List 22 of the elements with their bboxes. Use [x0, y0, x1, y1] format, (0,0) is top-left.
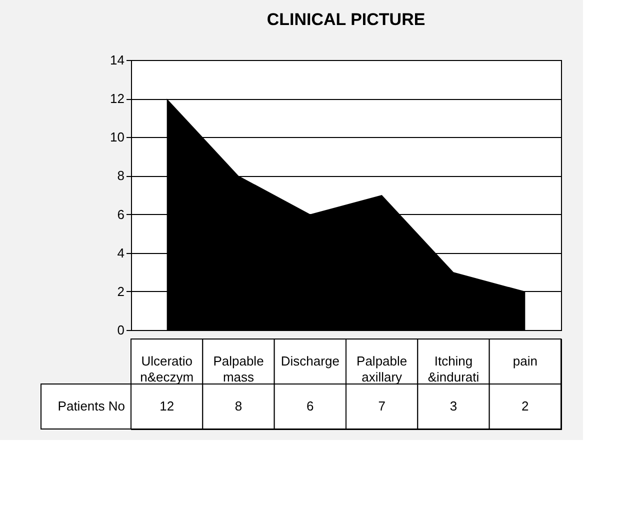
data-label: 6 — [306, 398, 314, 414]
x-tick-label: Palpable axillary — [356, 354, 408, 384]
data-label: 8 — [234, 398, 242, 414]
data-label: 7 — [378, 398, 386, 414]
y-tick-label: 0 — [117, 322, 124, 338]
x-tick-label: pain — [512, 354, 538, 368]
y-tick-label: 4 — [117, 245, 124, 260]
x-tick-label: Ulceration&eczym — [140, 354, 194, 384]
y-tick-label: 10 — [110, 130, 124, 145]
y-tick-label: 8 — [117, 168, 124, 184]
y-tick-label: 2 — [117, 284, 124, 299]
text: Patients No — [58, 398, 125, 414]
chart-title: CLINICAL PICTURE — [266, 10, 426, 29]
data-label: 2 — [522, 398, 529, 414]
x-tick-label: Discharge — [280, 354, 340, 368]
y-tick-label: 6 — [117, 206, 124, 222]
data-label: 12 — [160, 398, 174, 414]
x-tick-label: Itching &indurati — [428, 354, 480, 384]
data-label: 3 — [450, 398, 458, 414]
x-tick-label: Palpable mass — [213, 354, 264, 384]
y-tick-label: 12 — [110, 91, 124, 106]
y-tick-label: 14 — [110, 52, 124, 68]
